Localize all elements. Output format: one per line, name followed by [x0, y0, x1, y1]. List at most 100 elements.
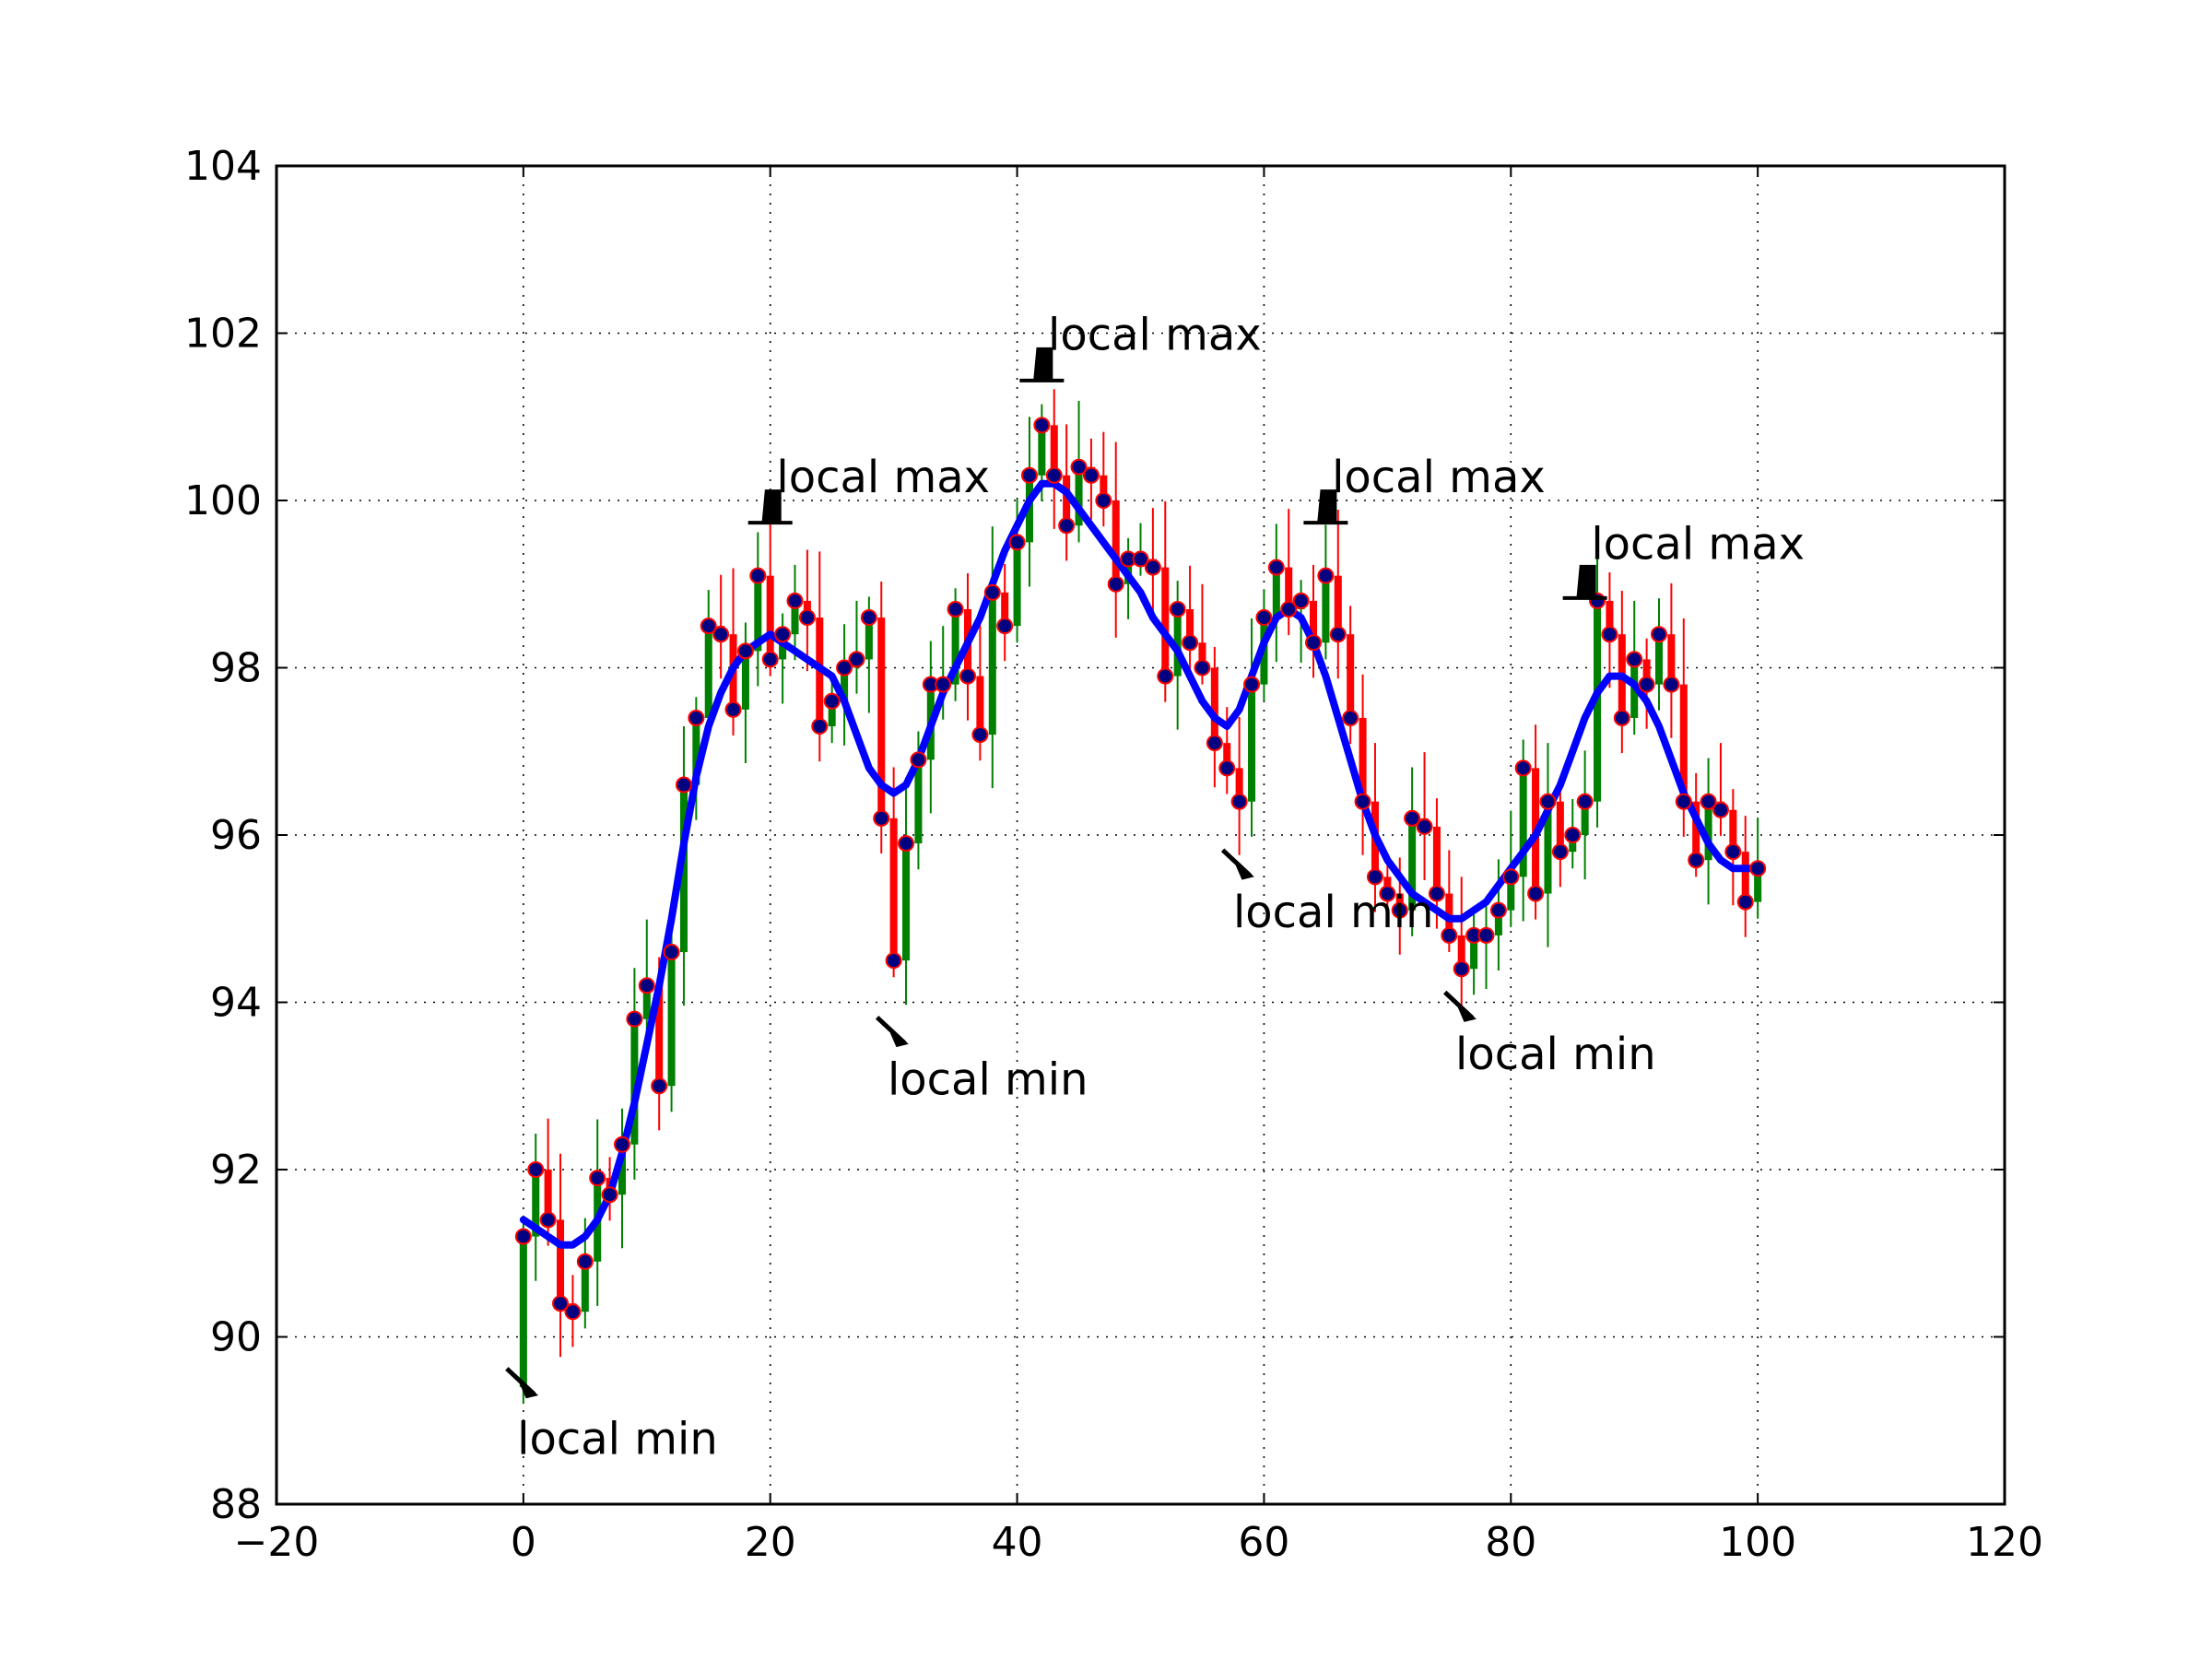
- close-marker: [775, 627, 790, 641]
- y-tick-label: 100: [184, 477, 262, 524]
- close-marker: [1565, 828, 1580, 842]
- candle-body-down: [976, 677, 983, 735]
- close-marker: [1219, 760, 1234, 775]
- close-marker: [1047, 468, 1062, 483]
- close-marker: [1677, 794, 1691, 809]
- close-marker: [677, 778, 691, 793]
- candle-body-up: [989, 593, 996, 735]
- close-marker: [1096, 493, 1111, 508]
- close-marker: [1602, 627, 1617, 641]
- close-marker: [652, 1078, 666, 1093]
- candle-wicks: [524, 389, 1758, 1404]
- close-marker: [627, 1012, 641, 1027]
- close-marker: [528, 1162, 543, 1177]
- close-marker: [1294, 594, 1309, 608]
- close-markers: [516, 418, 1765, 1319]
- candle-body-up: [705, 626, 712, 718]
- close-marker: [812, 719, 827, 734]
- close-marker: [1491, 903, 1506, 918]
- close-marker: [1368, 869, 1382, 884]
- close-marker: [541, 1212, 556, 1227]
- close-marker: [825, 694, 840, 709]
- close-marker: [1750, 861, 1765, 876]
- close-marker: [1516, 760, 1531, 775]
- close-marker: [603, 1187, 618, 1202]
- close-marker: [1182, 635, 1197, 650]
- close-marker: [1244, 677, 1259, 692]
- close-marker: [1022, 468, 1037, 483]
- close-marker: [800, 610, 815, 625]
- x-tick-label: 20: [745, 1519, 796, 1566]
- close-marker: [640, 978, 654, 993]
- close-marker: [960, 669, 975, 684]
- candle-body-up: [902, 843, 910, 960]
- close-marker: [738, 643, 753, 658]
- close-marker: [1034, 418, 1049, 432]
- close-marker: [1331, 627, 1346, 641]
- extrema-annotations: local min local max local min local max loca…: [507, 310, 1805, 1465]
- annotation-label: local max: [1048, 310, 1262, 361]
- close-marker: [1146, 560, 1160, 575]
- y-tick-label: 96: [210, 812, 262, 859]
- candle-body-up: [1248, 685, 1255, 802]
- close-marker: [997, 618, 1012, 633]
- close-marker: [788, 594, 803, 608]
- annotation-label: local min: [1455, 1029, 1656, 1080]
- close-marker: [1640, 677, 1654, 692]
- close-marker: [985, 585, 1000, 600]
- y-tick-label: 90: [210, 1314, 262, 1361]
- close-marker: [1664, 677, 1678, 692]
- close-marker: [887, 953, 901, 968]
- close-marker: [1010, 535, 1025, 549]
- candle-body-down: [1112, 500, 1120, 584]
- x-tick-label: 100: [1719, 1519, 1796, 1566]
- close-marker: [874, 811, 888, 826]
- close-marker: [1232, 794, 1247, 809]
- close-marker: [1454, 961, 1469, 976]
- y-tick-label: 98: [210, 645, 262, 692]
- close-marker: [615, 1137, 629, 1152]
- close-marker: [1725, 844, 1740, 859]
- close-marker: [1479, 928, 1494, 943]
- candle-body-down: [890, 818, 898, 960]
- close-marker: [911, 752, 925, 767]
- close-marker: [948, 602, 963, 617]
- close-marker: [590, 1171, 605, 1185]
- close-marker: [750, 569, 765, 583]
- annotation-label: local min: [517, 1414, 718, 1465]
- candle-body-up: [668, 952, 676, 1086]
- close-marker: [1356, 794, 1371, 809]
- close-marker: [1503, 869, 1518, 884]
- close-marker: [1158, 669, 1172, 684]
- close-marker: [516, 1230, 531, 1244]
- close-marker: [1256, 610, 1271, 625]
- annotation-label: local max: [1332, 452, 1546, 503]
- annotation-label: local max: [776, 452, 990, 503]
- y-tick-label: 92: [210, 1147, 262, 1194]
- y-tick-label: 102: [184, 311, 262, 358]
- candle-body-down: [1211, 668, 1218, 744]
- close-marker: [578, 1254, 593, 1269]
- close-marker: [713, 627, 728, 641]
- x-tick-label: 60: [1238, 1519, 1289, 1566]
- x-tick-label: 40: [992, 1519, 1043, 1566]
- close-marker: [565, 1304, 580, 1319]
- candle-body-up: [1322, 576, 1329, 643]
- close-marker: [1441, 928, 1456, 943]
- close-marker: [1688, 853, 1703, 867]
- close-marker: [935, 677, 950, 692]
- candle-body-down: [1335, 576, 1342, 635]
- close-marker: [1269, 560, 1284, 575]
- candle-body-down: [1347, 634, 1354, 718]
- x-tick-label: 0: [511, 1519, 536, 1566]
- candle-body-up: [520, 1237, 527, 1387]
- close-marker: [899, 836, 913, 851]
- close-marker: [849, 652, 864, 666]
- close-marker: [972, 727, 987, 742]
- close-marker: [1418, 819, 1432, 834]
- close-marker: [1738, 895, 1753, 910]
- candle-body-down: [1433, 827, 1441, 894]
- annotation-label: local min: [1233, 887, 1434, 938]
- candle-body-up: [1014, 542, 1021, 626]
